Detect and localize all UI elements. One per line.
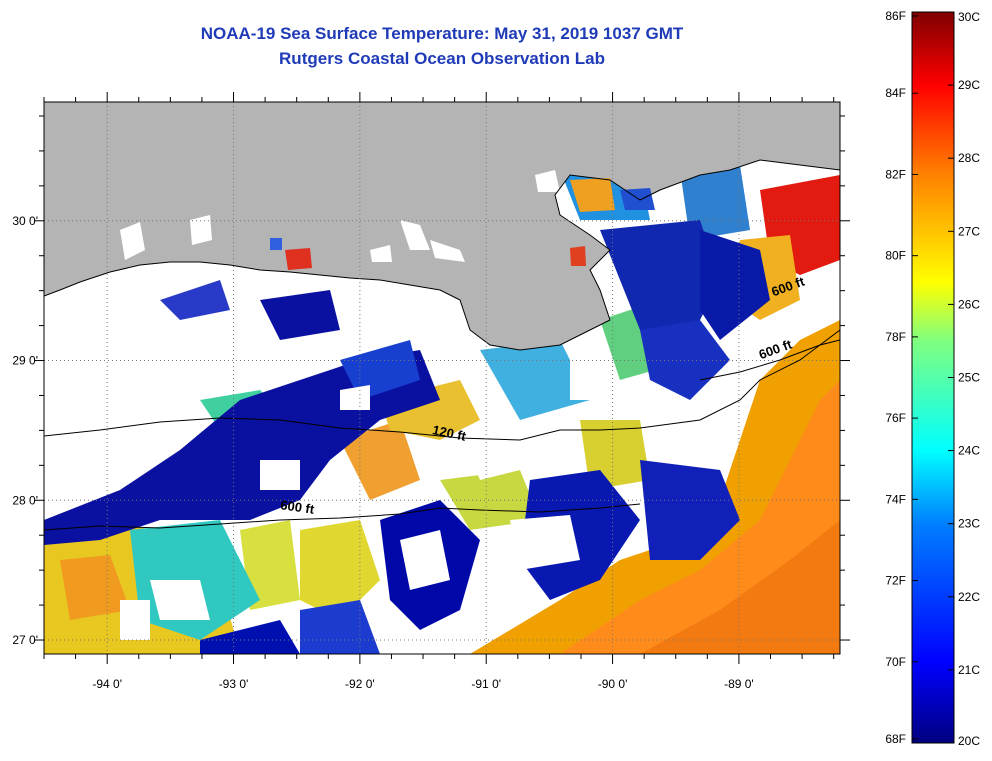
lon-tick-label: -90 0' xyxy=(598,677,628,691)
coastal-sst-patches xyxy=(270,178,655,270)
cb-c-label: 26C xyxy=(958,297,980,311)
coastline xyxy=(44,159,840,351)
cb-f-label: 68F xyxy=(885,732,906,746)
cb-c-label: 25C xyxy=(958,371,980,385)
map-frame xyxy=(43,101,841,655)
inland-lakes xyxy=(120,170,560,262)
cb-f-label: 78F xyxy=(885,330,906,344)
cb-c-label: 20C xyxy=(958,734,980,748)
cb-c-label: 29C xyxy=(958,78,980,92)
contour-600ft xyxy=(44,503,641,531)
map-subtitle: Rutgers Coastal Ocean Observation Lab xyxy=(279,49,605,68)
cb-c-label: 24C xyxy=(958,444,980,458)
lat-tick-label: 30 0' xyxy=(12,214,38,228)
lat-tick-label: 27 0' xyxy=(12,633,38,647)
cb-f-label: 82F xyxy=(885,167,906,181)
cb-c-label: 23C xyxy=(958,517,980,531)
lon-tick-label: -94 0' xyxy=(92,677,122,691)
lon-tick-label: -91 0' xyxy=(471,677,501,691)
land-mass xyxy=(44,102,840,350)
cb-c-label: 27C xyxy=(958,224,980,238)
cb-f-label: 72F xyxy=(885,574,906,588)
cb-f-label: 70F xyxy=(885,655,906,669)
map-title: NOAA-19 Sea Surface Temperature: May 31,… xyxy=(200,24,684,43)
contour-label: 120 ft xyxy=(431,422,468,444)
lon-tick-label: -89 0' xyxy=(724,677,754,691)
no-data-gaps xyxy=(44,290,730,640)
lon-tick-label: -93 0' xyxy=(219,677,249,691)
lat-tick-label: 28 0' xyxy=(12,493,38,507)
contour-120ft xyxy=(44,329,840,441)
cb-f-label: 76F xyxy=(885,411,906,425)
cb-f-label: 86F xyxy=(885,9,906,23)
cb-f-label: 80F xyxy=(885,249,906,263)
map-gridlines xyxy=(44,102,840,654)
cb-c-label: 28C xyxy=(958,151,980,165)
sst-field xyxy=(44,165,840,654)
axis-ticks: -94 0' -93 0' -92 0' -91 0' -90 0' -89 0' 30 0… xyxy=(12,92,850,691)
colorbar: 86F 84F 82F 80F 78F 76F 74F 72F 70F 68F 30C 29C 28C 2… xyxy=(885,9,980,748)
cb-f-label: 84F xyxy=(885,86,906,100)
cb-f-label: 74F xyxy=(885,492,906,506)
lat-tick-label: 29 0' xyxy=(12,354,38,368)
colorbar-gradient xyxy=(911,11,955,744)
cb-c-label: 22C xyxy=(958,590,980,604)
cb-c-label: 21C xyxy=(958,663,980,677)
cb-c-label: 30C xyxy=(958,10,980,24)
lon-tick-label: -92 0' xyxy=(345,677,375,691)
contour-label: 600 ft xyxy=(279,497,315,517)
contour-600ft-east xyxy=(699,339,840,381)
